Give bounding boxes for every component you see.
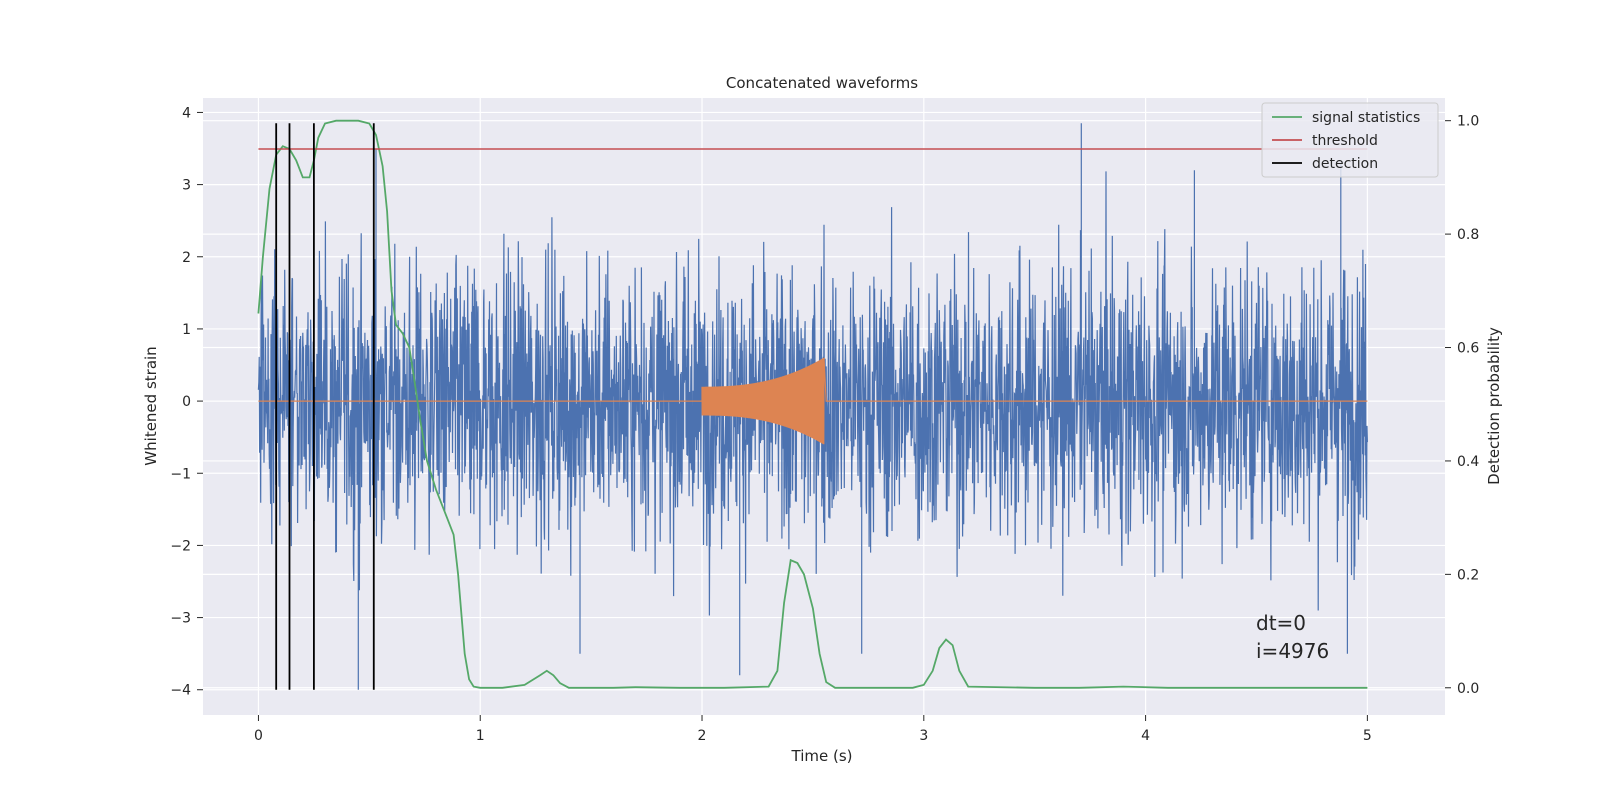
x-tick-label: 5 [1363, 728, 1372, 744]
x-tick-label: 3 [919, 728, 928, 744]
annotation-dt: dt=0 [1256, 611, 1306, 635]
legend-box [1261, 102, 1439, 178]
y-tick-label: 0 [182, 394, 191, 410]
y-tick-label: −4 [170, 683, 191, 699]
x-tick-label: 2 [698, 728, 707, 744]
chirp-line [258, 357, 1368, 445]
chart-title: Concatenated waveforms [726, 74, 918, 92]
y-tick-label: −3 [170, 611, 191, 627]
x-tick-label: 4 [1141, 728, 1150, 744]
y2-ticks: 0.0 0.2 0.4 0.6 0.8 1.0 [1445, 114, 1479, 697]
y-tick-label: 2 [182, 250, 191, 266]
detection-series [275, 123, 375, 690]
y2-tick-label: 0.0 [1457, 681, 1479, 697]
y2-tick-label: 0.6 [1457, 341, 1479, 357]
y2-axis-label: Detection probability [1485, 327, 1503, 485]
legend-label: signal statistics [1312, 110, 1420, 126]
y-ticks: −4 −3 −2 −1 0 1 2 3 4 [170, 105, 203, 699]
noise-line [257, 123, 1368, 690]
legend-label: detection [1312, 156, 1378, 172]
annotation-i: i=4976 [1256, 639, 1329, 663]
x-tick-label: 1 [476, 728, 485, 744]
y-tick-label: 3 [182, 178, 191, 194]
legend: signal statistics threshold detection [1261, 102, 1439, 178]
y-tick-label: −1 [170, 466, 191, 482]
legend-label: threshold [1312, 133, 1378, 149]
chirp-series [258, 357, 1368, 445]
y-tick-label: −2 [170, 538, 191, 554]
signal-statistics-series [257, 119, 1368, 689]
y2-tick-label: 0.8 [1457, 227, 1479, 243]
noise-series [257, 123, 1368, 690]
x-axis-label: Time (s) [791, 747, 853, 765]
x-ticks: 0 1 2 3 4 5 [254, 715, 1372, 744]
y2-tick-label: 0.4 [1457, 454, 1479, 470]
signal-statistics-line [257, 119, 1368, 689]
y-axis-label: Whitened strain [142, 346, 160, 465]
y-tick-label: 4 [182, 105, 191, 121]
y-tick-label: 1 [182, 322, 191, 338]
y2-tick-label: 1.0 [1457, 114, 1479, 130]
y2-tick-label: 0.2 [1457, 567, 1479, 583]
x-tick-label: 0 [254, 728, 263, 744]
